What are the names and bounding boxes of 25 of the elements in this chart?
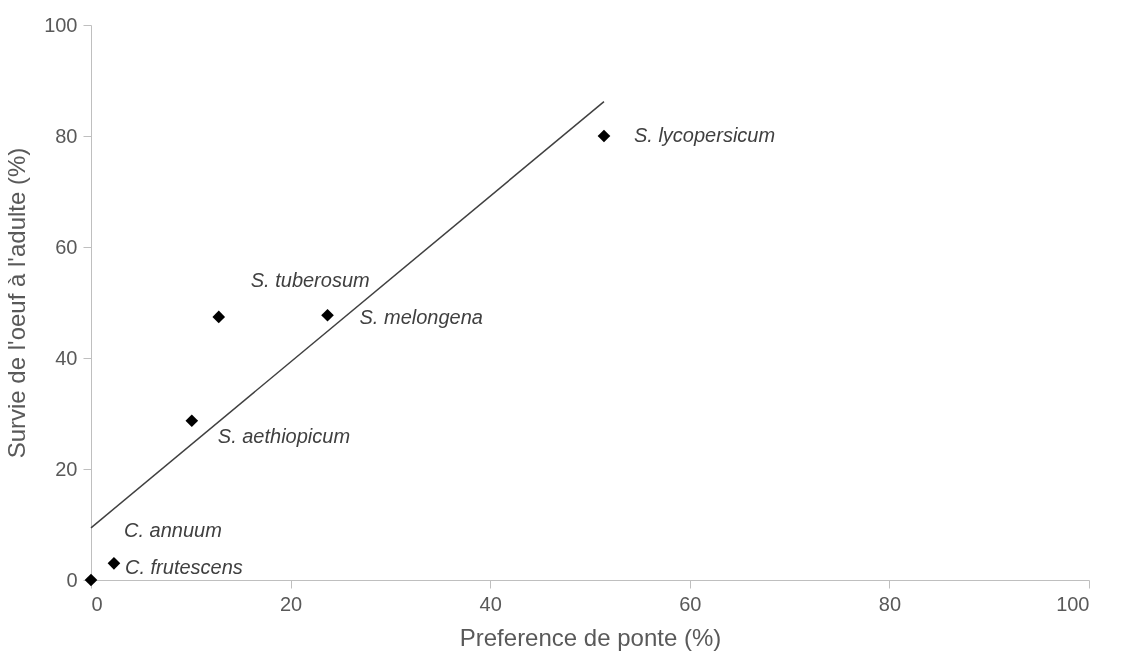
point [597,129,611,143]
y-tick-label: 60 [55,235,78,258]
annotation: S. tuberosum [250,268,370,291]
annotation: C. annuum [123,519,222,542]
y-tick-label: 80 [55,124,78,147]
y-tick-label: 0 [66,568,78,591]
annotation: S. aethiopicum [217,424,351,447]
x-tick-label: 40 [479,592,502,615]
x-tick-label: 80 [878,592,902,615]
y-tick-label: 20 [55,457,78,480]
x-axis-title: Preference de ponte (%) [459,623,722,651]
point [321,308,334,322]
point [212,310,226,324]
x-tick-label: 60 [679,592,702,615]
y-tick-label: 40 [55,346,78,369]
annotation: S. melongena [359,306,483,329]
y-tick-label: 100 [44,13,78,36]
y-axis-title: Survie de l'oeuf à l'adulte (%) [3,147,31,459]
x-tick-label: 0 [91,592,103,615]
point [107,557,121,570]
x-tick-label: 20 [279,592,303,615]
annotation: C. frutescens [125,556,243,578]
annotation: S. lycopersicum [633,124,776,146]
point [185,414,199,428]
x-tick-label: 100 [1056,592,1090,615]
